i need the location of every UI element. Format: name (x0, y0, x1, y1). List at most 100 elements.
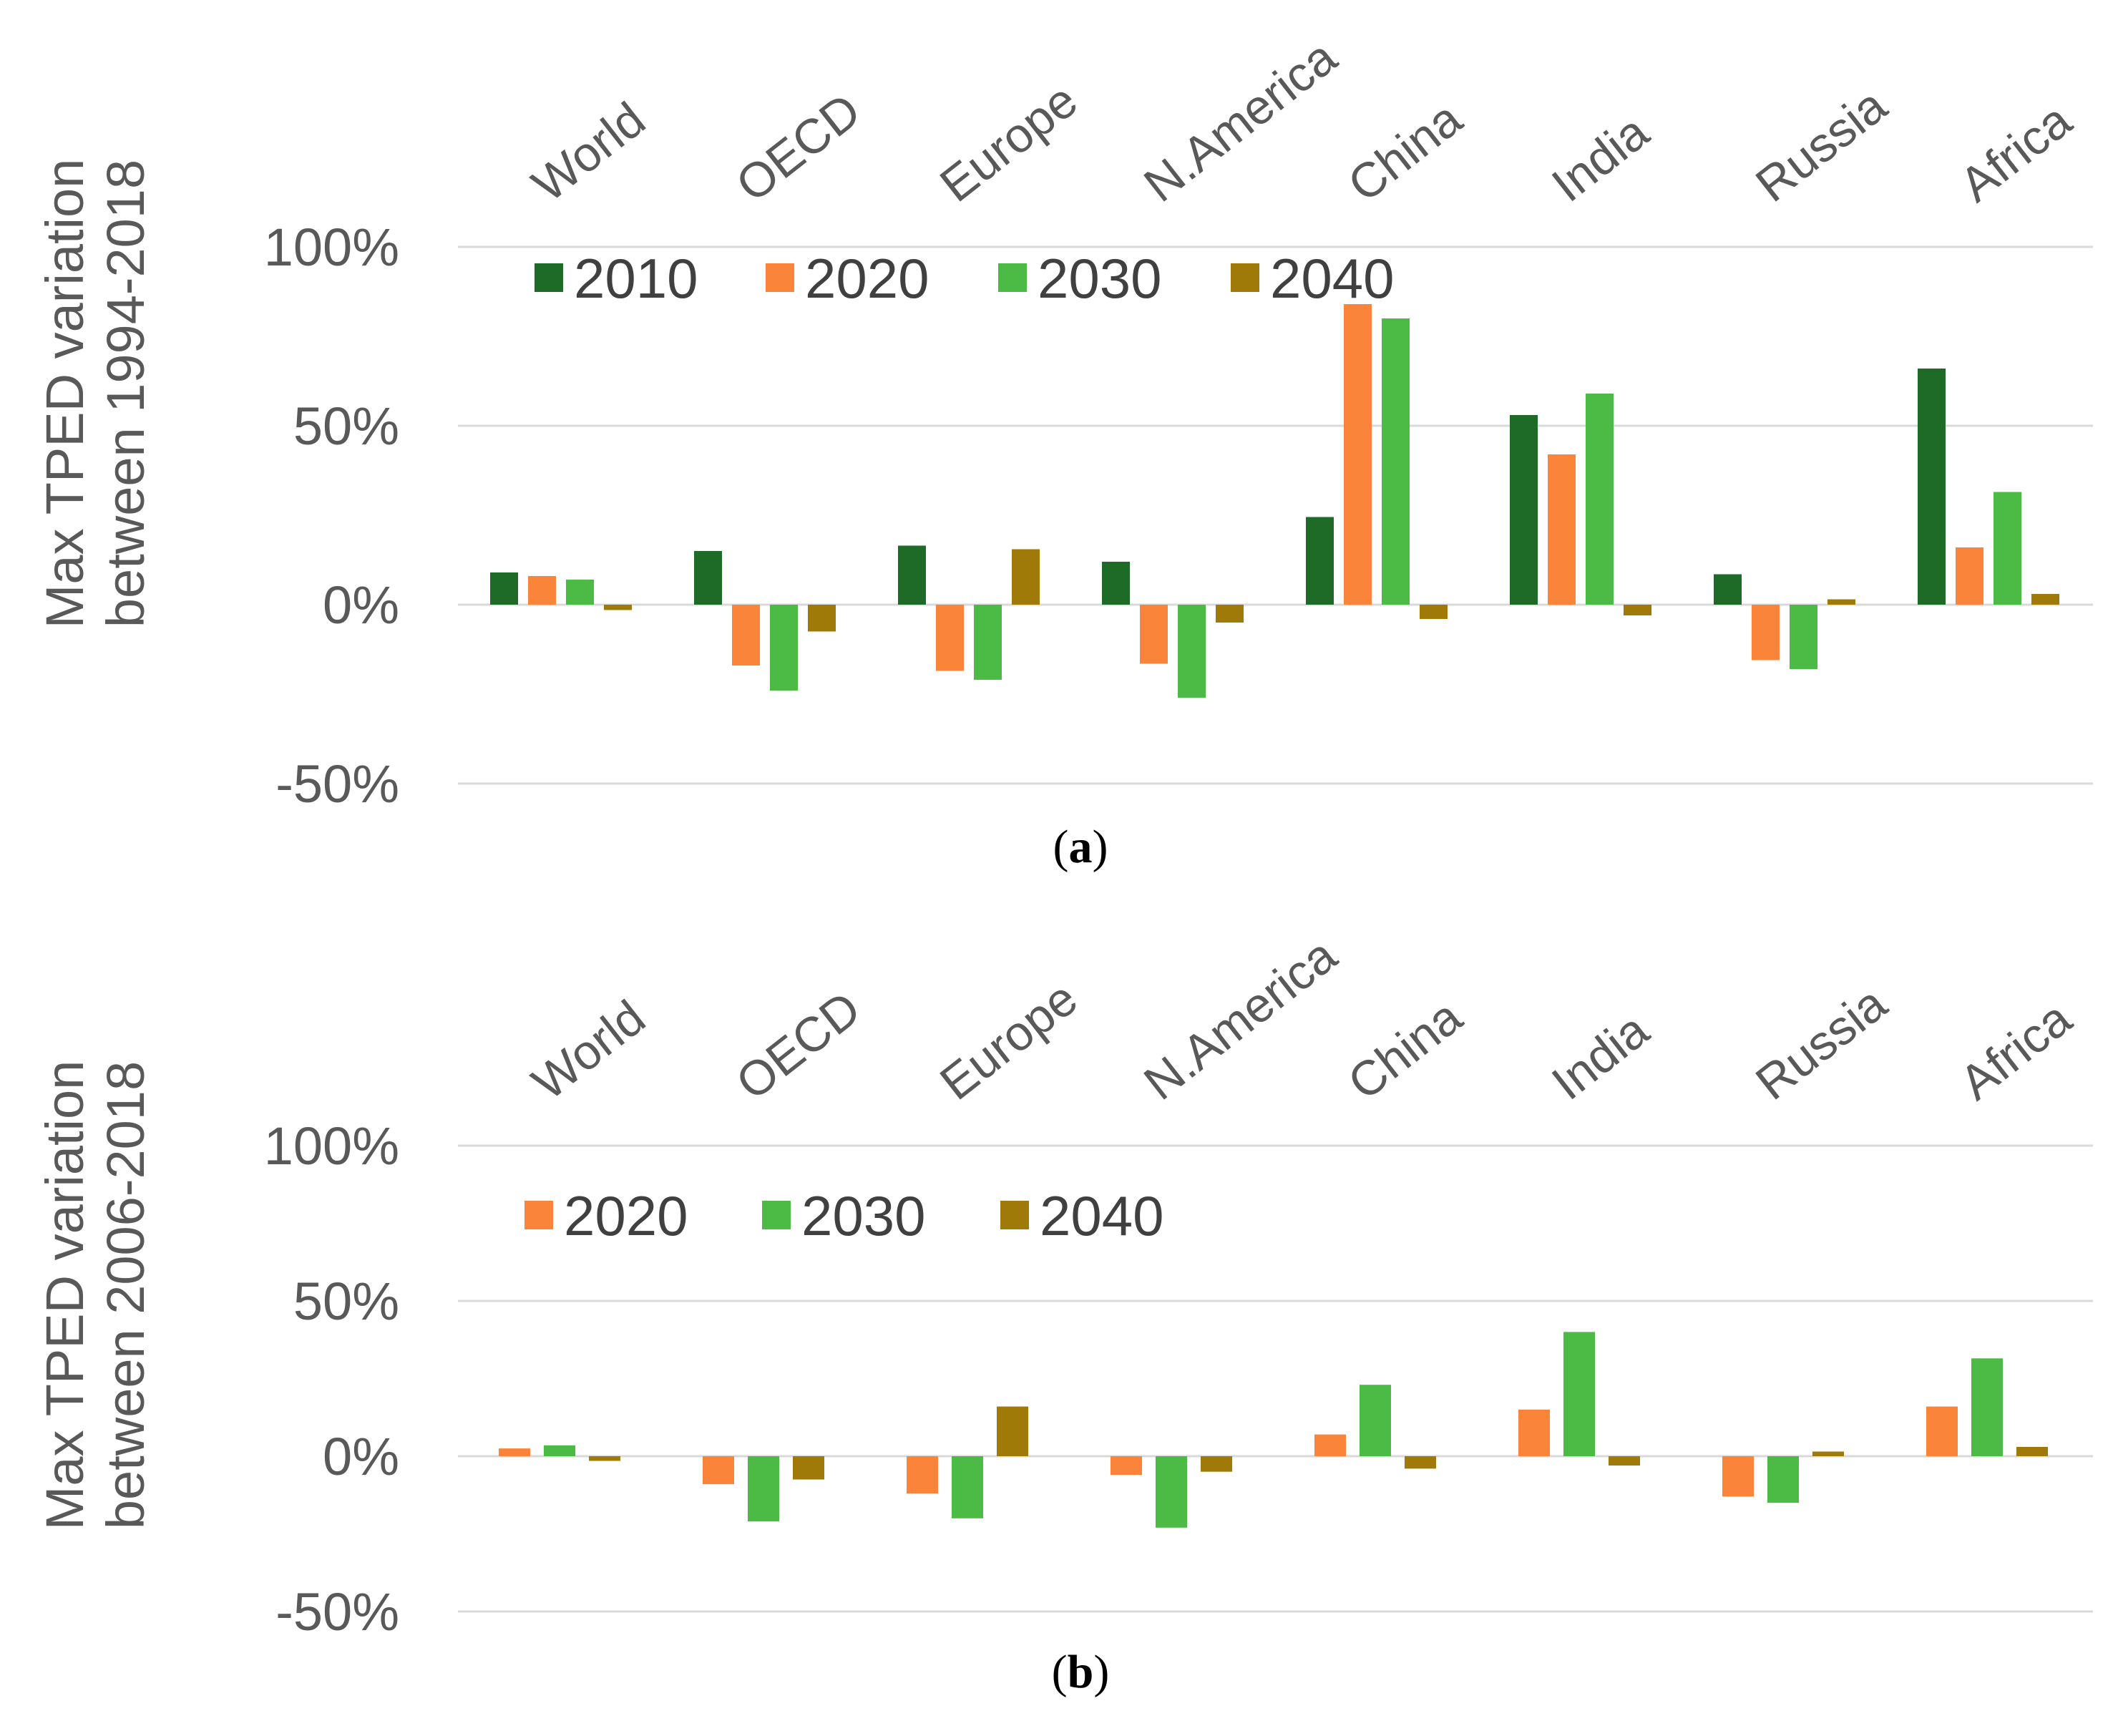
bar-2020-africa (1956, 547, 1983, 605)
y-axis-title: Max TPED variation (35, 1060, 94, 1531)
y-axis-title: between 2006-2018 (96, 1061, 155, 1529)
bar-2040-world (604, 605, 632, 610)
y-tick-label: 0% (323, 1427, 399, 1486)
y-tick-label: 50% (293, 1272, 399, 1331)
bar-2020-oecd (703, 1456, 734, 1485)
bar-2010-namerica (1102, 562, 1130, 605)
category-label: China (1338, 91, 1472, 212)
category-label: Europe (930, 73, 1088, 213)
bar-2010-europe (898, 545, 926, 605)
panel-caption: (b) (1052, 1646, 1110, 1698)
bar-2030-russia (1790, 605, 1817, 669)
legend-swatch-2040 (1231, 263, 1259, 292)
legend-label-2040: 2040 (1040, 1184, 1164, 1247)
bar-2040-world (589, 1456, 620, 1461)
bar-2040-china (1405, 1456, 1436, 1469)
bar-2030-china (1360, 1385, 1391, 1456)
caption-paren: ) (1093, 821, 1108, 873)
bar-2030-oecd (770, 605, 798, 691)
caption-paren: ( (1053, 821, 1069, 873)
category-label: N.America (1134, 927, 1347, 1110)
y-tick-label: -50% (275, 754, 399, 814)
bar-2040-india (1609, 1456, 1640, 1466)
category-label: China (1338, 989, 1472, 1110)
bar-2010-africa (1918, 369, 1946, 605)
bar-2020-world (528, 576, 556, 605)
caption-letter: b (1068, 1646, 1094, 1698)
bar-2020-china (1344, 304, 1372, 605)
legend-swatch-2040 (1000, 1201, 1029, 1229)
category-label: India (1542, 1003, 1659, 1111)
bar-2030-india (1563, 1332, 1595, 1456)
y-tick-label: 100% (264, 1116, 399, 1176)
bar-2040-oecd (808, 605, 836, 632)
bar-2020-russia (1722, 1456, 1754, 1497)
category-label: OECD (726, 83, 871, 213)
bar-2040-europe (997, 1406, 1028, 1456)
bar-2030-russia (1767, 1456, 1799, 1503)
y-tick-label: -50% (275, 1582, 399, 1642)
category-label: World (522, 990, 655, 1110)
category-label: India (1542, 104, 1659, 213)
caption-paren: ) (1093, 1646, 1109, 1698)
bar-2010-russia (1714, 574, 1742, 605)
legend-label-2030: 2030 (801, 1184, 926, 1247)
bar-2010-oecd (694, 551, 722, 605)
legend-label-2010: 2010 (574, 247, 698, 310)
bar-2010-world (490, 572, 518, 605)
bar-2020-china (1314, 1434, 1346, 1456)
y-axis-title: Max TPED variation (35, 159, 94, 629)
caption-paren: ( (1052, 1646, 1068, 1698)
bar-2030-europe (974, 605, 1002, 680)
bar-2040-russia (1812, 1451, 1844, 1456)
bar-2030-namerica (1156, 1456, 1187, 1528)
legend-label-2030: 2030 (1038, 247, 1162, 310)
bar-2020-africa (1926, 1406, 1958, 1456)
legend-label-2020: 2020 (805, 247, 929, 310)
y-tick-label: 0% (323, 575, 399, 635)
category-label: Russia (1746, 78, 1897, 213)
bar-2030-world (566, 580, 594, 605)
bar-2020-namerica (1111, 1456, 1142, 1476)
legend-label-2040: 2040 (1270, 247, 1395, 310)
legend-swatch-2020 (766, 263, 794, 292)
bar-2010-india (1510, 415, 1538, 605)
bar-2040-africa (2016, 1446, 2048, 1456)
legend-label-2020: 2020 (564, 1184, 688, 1247)
bar-2030-india (1586, 394, 1614, 605)
chart-panel-a: -50% 0% 50% 100% Max TPED variation between 1… (35, 29, 2093, 873)
bar-2030-namerica (1178, 605, 1206, 698)
bar-2020-namerica (1140, 605, 1168, 664)
bar-2010-china (1306, 517, 1334, 605)
bar-2020-russia (1752, 605, 1780, 660)
bar-2040-china (1420, 605, 1448, 619)
bar-2030-africa (1971, 1358, 2003, 1456)
category-label: Africa (1950, 991, 2082, 1111)
bar-2020-europe (907, 1456, 938, 1494)
bar-2040-oecd (793, 1456, 824, 1480)
bar-2040-namerica (1201, 1456, 1232, 1472)
legend-swatch-2030 (762, 1201, 791, 1229)
legend-swatch-2020 (524, 1201, 553, 1229)
bar-2020-india (1548, 454, 1576, 605)
bar-2020-oecd (732, 605, 760, 665)
bar-2020-india (1518, 1409, 1550, 1456)
bar-2030-africa (1994, 492, 2021, 605)
y-axis-title: between 1994-2018 (96, 160, 155, 628)
category-label: OECD (726, 981, 871, 1111)
bar-2040-europe (1012, 549, 1040, 605)
bar-2040-russia (1827, 599, 1855, 605)
bar-2040-india (1624, 605, 1651, 615)
category-label: Russia (1746, 976, 1897, 1111)
bar-2020-world (499, 1448, 530, 1456)
bar-2020-europe (936, 605, 964, 671)
y-tick-label: 100% (264, 218, 399, 277)
category-label: Africa (1950, 93, 2082, 213)
panel-caption: (a) (1053, 821, 1108, 873)
bar-2030-europe (952, 1456, 983, 1518)
bar-2030-world (544, 1445, 575, 1456)
bar-2030-china (1382, 318, 1410, 605)
caption-letter: a (1069, 821, 1093, 873)
category-label: N.America (1134, 29, 1347, 212)
